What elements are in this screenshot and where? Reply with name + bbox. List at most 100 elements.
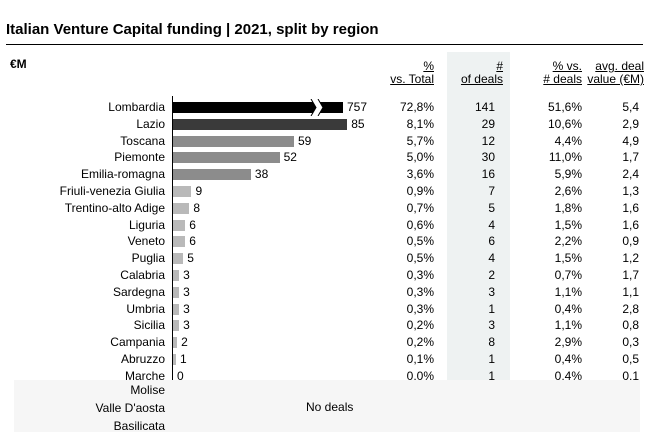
region-label: Campania [110, 335, 165, 349]
bar [173, 236, 186, 247]
pct-deals-cell: 1,1% [554, 285, 582, 299]
avg-value-cell: 0,3 [622, 335, 639, 349]
pct-total-cell: 0,0% [406, 369, 434, 383]
pct-deals-cell: 1,5% [554, 218, 582, 232]
avg-value-cell: 0,5 [622, 352, 639, 366]
pct-deals-cell: 0,4% [554, 352, 582, 366]
deals-cell: 30 [481, 150, 495, 164]
pct-total-cell: 0,3% [406, 268, 434, 282]
region-label: Friuli-venezia Giulia [59, 184, 165, 198]
deals-cell: 6 [488, 234, 495, 248]
no-deal-region-label: Molise [130, 383, 165, 397]
no-deal-region-label: Basilicata [113, 419, 165, 433]
pct-total-cell: 72,8% [399, 100, 434, 114]
deals-cell: 1 [488, 302, 495, 316]
avg-value-cell: 1,2 [622, 251, 639, 265]
region-label: Liguria [128, 218, 165, 232]
pct-total-cell: 0,2% [406, 335, 434, 349]
avg-value-cell: 0,8 [622, 318, 639, 332]
pct-total-cell: 5,0% [406, 150, 434, 164]
deals-cell: 1 [488, 352, 495, 366]
deals-cell: 29 [481, 117, 495, 131]
region-label: Lombardia [108, 100, 165, 114]
bar [173, 102, 343, 113]
deals-cell: 141 [474, 100, 495, 114]
pct-total-cell: 0,6% [406, 218, 434, 232]
pct-deals-cell: 2,9% [554, 335, 582, 349]
deals-cell: 2 [488, 268, 495, 282]
deals-cell: 12 [481, 134, 495, 148]
bar-value-label: 9 [195, 184, 203, 198]
pct-deals-cell: 0,4% [554, 369, 582, 383]
pct-total-cell: 3,6% [406, 167, 434, 181]
bar [173, 220, 186, 231]
avg-value-cell: 1,7 [622, 150, 639, 164]
bar-value-label: 59 [297, 134, 312, 148]
pct-deals-cell: 5,9% [554, 167, 582, 181]
pct-total-cell: 8,1% [406, 117, 434, 131]
title-rule [6, 44, 643, 45]
bar-value-label: 3 [183, 318, 190, 332]
pct-total-cell: 0,5% [406, 251, 434, 265]
avg-value-cell: 4,9 [622, 134, 639, 148]
bar [173, 152, 280, 163]
deals-cell: 4 [488, 251, 495, 265]
chart-title: Italian Venture Capital funding | 2021, … [6, 21, 379, 38]
deals-cell: 3 [488, 285, 495, 299]
bar [173, 270, 180, 281]
deals-cell: 1 [488, 369, 495, 383]
no-deals-text: No deals [306, 400, 354, 414]
region-label: Toscana [120, 134, 165, 148]
region-label: Marche [124, 369, 165, 383]
region-label: Abruzzo [120, 352, 165, 366]
header-avg-value: avg. deal value (€M) [587, 59, 644, 86]
deals-cell: 3 [488, 318, 495, 332]
bar-value-label: 3 [183, 268, 190, 282]
header-deals: # of deals [460, 59, 503, 86]
pct-total-cell: 0,3% [406, 302, 434, 316]
bar [173, 186, 192, 197]
region-label: Trentino-alto Adige [64, 201, 165, 215]
region-label: Lazio [136, 117, 165, 131]
deals-cell: 4 [488, 218, 495, 232]
pct-total-cell: 0,5% [406, 234, 434, 248]
region-label: Calabria [120, 268, 165, 282]
bar [173, 203, 190, 214]
region-label: Veneto [127, 234, 165, 248]
pct-deals-cell: 11,0% [548, 150, 582, 164]
pct-deals-cell: 1,1% [554, 318, 582, 332]
pct-deals-cell: 0,7% [554, 268, 582, 282]
region-label: Emilia-romagna [80, 167, 165, 181]
avg-value-cell: 1,7 [622, 268, 639, 282]
avg-value-cell: 5,4 [622, 100, 639, 114]
pct-deals-cell: 2,2% [554, 234, 582, 248]
deals-cell: 8 [488, 335, 495, 349]
avg-value-cell: 1,6 [622, 218, 639, 232]
bar [173, 169, 251, 180]
bar-value-label: 52 [283, 150, 297, 164]
avg-value-cell: 2,4 [622, 167, 639, 181]
bar-value-label: 0 [177, 369, 184, 383]
region-label: Sicilia [133, 318, 165, 332]
bar [173, 119, 348, 130]
pct-total-cell: 0,3% [406, 285, 434, 299]
bar-axis [172, 96, 173, 383]
bar-value-label: 5 [187, 251, 194, 265]
region-label: Puglia [131, 251, 165, 265]
bar-value-label: 2 [181, 335, 188, 349]
bar [173, 253, 184, 264]
pct-deals-cell: 1,8% [554, 201, 582, 215]
region-label: Piemonte [114, 150, 165, 164]
pct-total-cell: 0,1% [406, 352, 434, 366]
avg-value-cell: 1,6 [622, 201, 639, 215]
avg-value-cell: 0,9 [622, 234, 639, 248]
bar-value-label: 1 [180, 352, 187, 366]
pct-total-cell: 0,9% [406, 184, 434, 198]
avg-value-cell: 2,9 [622, 117, 639, 131]
bar [173, 337, 178, 348]
bar-value-label: 3 [183, 285, 190, 299]
bar-value-label: 8 [193, 201, 201, 215]
avg-value-cell: 1,3 [622, 184, 639, 198]
bar [173, 136, 294, 147]
pct-deals-cell: 1,5% [554, 251, 582, 265]
